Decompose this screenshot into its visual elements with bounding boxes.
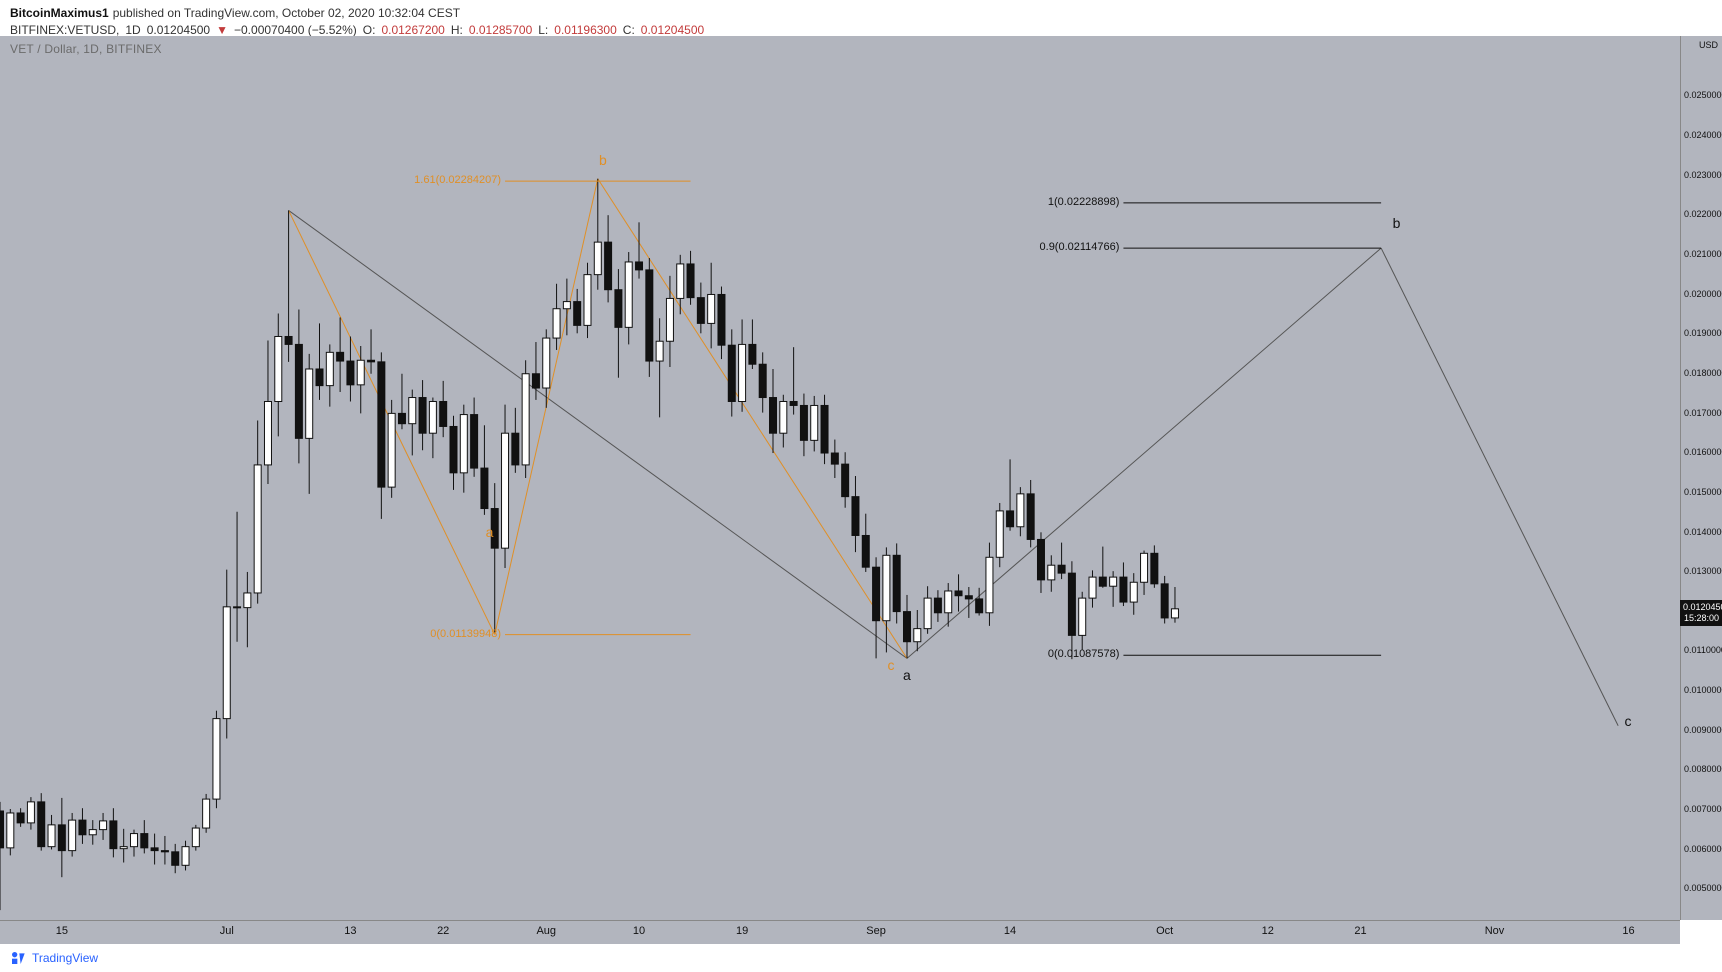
o-value: 0.01267200 xyxy=(381,23,444,37)
fib-label-black: 0(0.01087578) xyxy=(1048,648,1120,660)
price-tick: 0.00500000 xyxy=(1684,883,1722,893)
footer-brand: TradingView xyxy=(32,951,98,965)
price-tick: 0.01400000 xyxy=(1684,527,1722,537)
price-tick: 0.00700000 xyxy=(1684,804,1722,814)
chart-area[interactable]: VET / Dollar, 1D, BITFINEX 1.61(0.022842… xyxy=(0,36,1680,920)
change-value: −0.00070400 (−5.52%) xyxy=(234,23,357,37)
price-tick: 0.02200000 xyxy=(1684,209,1722,219)
wave-label-black: a xyxy=(903,667,911,683)
price-tick: 0.02400000 xyxy=(1684,130,1722,140)
fib-label-black: 1(0.02228898) xyxy=(1048,196,1120,208)
l-value: 0.01196300 xyxy=(554,23,617,37)
wave-label-orange: c xyxy=(888,657,895,673)
price-tick: 0.00900000 xyxy=(1684,725,1722,735)
wave-label-black: b xyxy=(1393,215,1401,231)
price-tick: 0.00800000 xyxy=(1684,764,1722,774)
price-tick: 0.00600000 xyxy=(1684,844,1722,854)
o-label: O: xyxy=(363,23,376,37)
footer: TradingView xyxy=(0,944,1722,972)
chart-svg xyxy=(0,36,1680,920)
h-label: H: xyxy=(451,23,463,37)
author: BitcoinMaximus1 xyxy=(10,6,109,20)
time-tick: 16 xyxy=(1622,925,1634,937)
current-price-badge: 0.0120450015:28:00 xyxy=(1680,600,1722,626)
price-tick: 0.01000000 xyxy=(1684,685,1722,695)
wave-label-orange: b xyxy=(599,152,607,168)
fib-label-orange: 0(0.01139948) xyxy=(430,628,501,640)
usd-label: USD xyxy=(1699,40,1718,50)
price-tick: 0.01100000 xyxy=(1684,645,1722,655)
price-tick: 0.01700000 xyxy=(1684,408,1722,418)
time-tick: 14 xyxy=(1004,925,1016,937)
header: BitcoinMaximus1 published on TradingView… xyxy=(0,0,1722,39)
time-tick: Nov xyxy=(1485,925,1505,937)
fib-label-black: 0.9(0.02114766) xyxy=(1040,241,1120,253)
time-tick: Sep xyxy=(866,925,886,937)
publish-info: published on TradingView.com, October 02… xyxy=(113,6,460,20)
price-tick: 0.01500000 xyxy=(1684,487,1722,497)
time-tick: 19 xyxy=(736,925,748,937)
time-axis: 15 Jul 13 22 Aug 10 19 Sep 14 Oct 12 21 Nov 16 xyxy=(0,920,1680,944)
tradingview-icon xyxy=(10,950,26,966)
wave-label-black: c xyxy=(1624,713,1631,729)
time-tick: 22 xyxy=(437,925,449,937)
price-tick: 0.02100000 xyxy=(1684,249,1722,259)
time-tick: Jul xyxy=(220,925,234,937)
last-price: 0.01204500 xyxy=(147,23,210,37)
interval: 1D xyxy=(125,23,140,37)
time-tick: 10 xyxy=(633,925,645,937)
symbol: BITFINEX:VETUSD, xyxy=(10,23,119,37)
wave-label-orange: a xyxy=(486,524,494,540)
price-axis: USD 0.02500000 0.02400000 0.02300000 0.0220… xyxy=(1680,36,1722,920)
time-tick: Aug xyxy=(536,925,556,937)
time-tick: Oct xyxy=(1156,925,1173,937)
c-value: 0.01204500 xyxy=(641,23,704,37)
price-tick: 0.02000000 xyxy=(1684,289,1722,299)
l-label: L: xyxy=(538,23,548,37)
time-tick: 21 xyxy=(1354,925,1366,937)
price-tick: 0.02500000 xyxy=(1684,90,1722,100)
c-label: C: xyxy=(623,23,635,37)
h-value: 0.01285700 xyxy=(469,23,532,37)
time-tick: 13 xyxy=(344,925,356,937)
price-tick: 0.01300000 xyxy=(1684,566,1722,576)
price-tick: 0.01900000 xyxy=(1684,328,1722,338)
price-tick: 0.02300000 xyxy=(1684,170,1722,180)
time-tick: 12 xyxy=(1262,925,1274,937)
fib-label-orange: 1.61(0.02284207) xyxy=(414,174,501,186)
price-tick: 0.01800000 xyxy=(1684,368,1722,378)
change-arrow: ▼ xyxy=(216,23,228,37)
time-tick: 15 xyxy=(56,925,68,937)
price-tick: 0.01600000 xyxy=(1684,447,1722,457)
